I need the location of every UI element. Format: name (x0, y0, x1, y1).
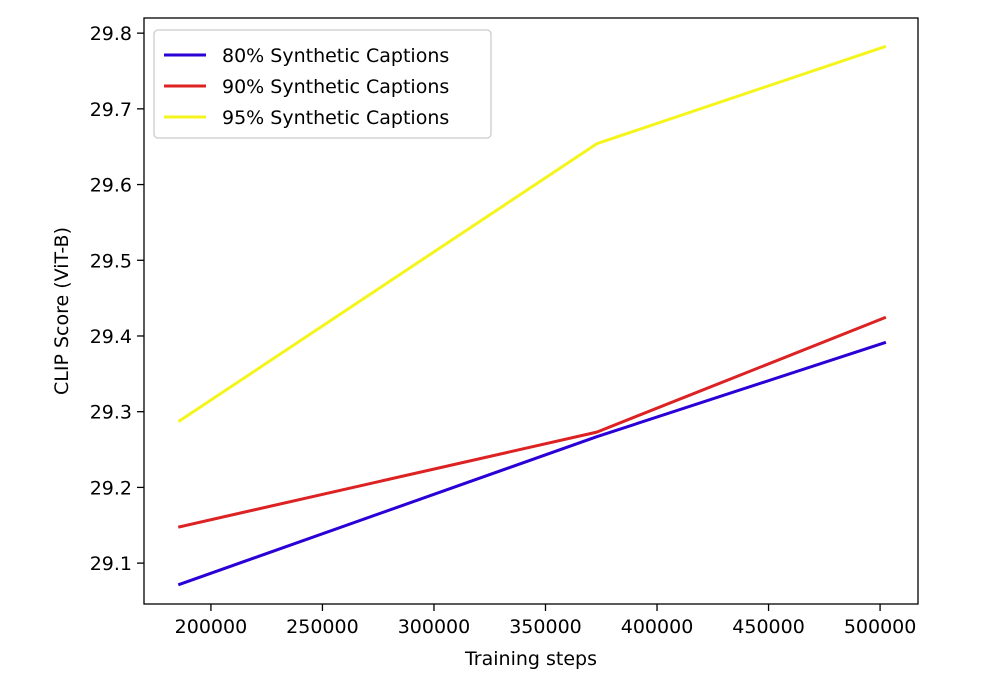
series-line-3 (177, 44, 887, 423)
y-tick-label: 29.3 (90, 402, 132, 424)
x-tick-label: 400000 (621, 616, 694, 638)
x-tick-label: 350000 (509, 616, 582, 638)
series-line-1 (177, 340, 887, 587)
y-tick-label: 29.4 (90, 326, 132, 348)
legend-label-2: 90% Synthetic Captions (222, 76, 449, 98)
x-tick-label: 200000 (175, 616, 248, 638)
x-tick-label: 250000 (286, 616, 359, 638)
x-axis: 200000 250000 300000 350000 400000 450000 5000… (175, 604, 917, 638)
y-tick-label: 29.6 (90, 175, 132, 197)
y-tick-label: 29.7 (90, 99, 132, 121)
y-axis: 29.1 29.2 29.3 29.4 29.5 29.6 29.7 29.8 (90, 23, 144, 575)
legend-label-3: 95% Synthetic Captions (222, 107, 449, 129)
x-tick-label: 500000 (844, 616, 917, 638)
series-line-2 (177, 315, 887, 529)
plot-frame (143, 17, 919, 605)
plot-lines (177, 44, 887, 587)
legend-label-1: 80% Synthetic Captions (222, 45, 449, 67)
x-axis-label: Training steps (464, 648, 597, 670)
y-tick-label: 29.5 (90, 250, 132, 272)
x-tick-label: 300000 (398, 616, 471, 638)
y-axis-label: CLIP Score (ViT-B) (51, 227, 73, 395)
y-tick-label: 29.8 (90, 23, 132, 45)
x-tick-label: 450000 (732, 616, 805, 638)
legend: 80% Synthetic Captions 90% Synthetic Capt… (153, 29, 492, 139)
y-tick-label: 29.2 (90, 477, 132, 499)
y-tick-label: 29.1 (90, 553, 132, 575)
legend-box (153, 29, 492, 139)
